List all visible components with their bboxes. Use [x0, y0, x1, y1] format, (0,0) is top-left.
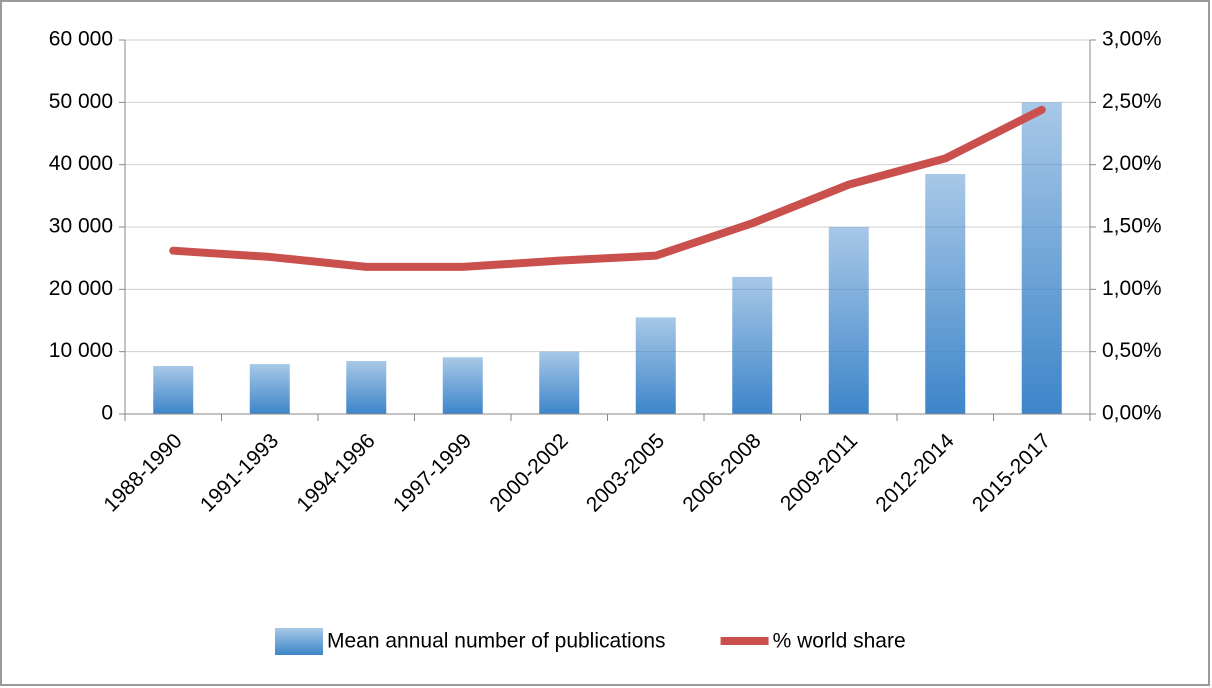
bar: [635, 317, 676, 414]
y-tick-label: 10 000: [49, 339, 113, 362]
bar: [1021, 102, 1062, 414]
y2-tick-label: 1,50%: [1102, 215, 1162, 238]
bar: [249, 364, 290, 414]
legend-label: % world share: [773, 630, 906, 653]
y-tick-label: 60 000: [49, 28, 113, 51]
y2-tick-label: 1,00%: [1102, 277, 1162, 300]
legend-swatch: [275, 628, 323, 655]
bar: [346, 361, 387, 414]
y-tick-label: 40 000: [49, 152, 113, 175]
bar: [925, 174, 966, 414]
bar: [732, 276, 773, 414]
bar: [828, 227, 869, 414]
y2-tick-label: 3,00%: [1102, 28, 1162, 51]
line: [169, 105, 1046, 271]
bar: [442, 357, 483, 414]
y2-tick-label: 2,50%: [1102, 90, 1162, 113]
legend-label: Mean annual number of publications: [327, 630, 666, 653]
y2-tick-label: 2,00%: [1102, 152, 1162, 175]
bar: [539, 351, 580, 414]
y-tick-label: 20 000: [49, 277, 113, 300]
y-tick-label: 0: [101, 402, 113, 425]
y-tick-label: 30 000: [49, 215, 113, 238]
bar: [153, 366, 194, 414]
y2-tick-label: 0,50%: [1102, 339, 1162, 362]
y2-tick-label: 0,00%: [1102, 402, 1162, 425]
y-tick-label: 50 000: [49, 90, 113, 113]
